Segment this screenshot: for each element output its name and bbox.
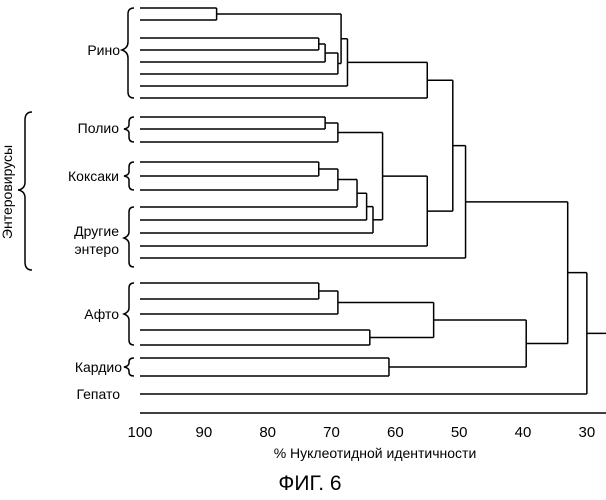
label-hepato: Гепато: [76, 386, 120, 402]
x-tick-label-30: 30: [579, 424, 596, 441]
brace-cardio: [123, 357, 135, 377]
x-axis-label: % Нуклеотидной идентичности: [274, 445, 477, 461]
x-axis-ticks: 100 90 80 70 60 50 40 30: [127, 424, 596, 441]
label-polio: Полио: [78, 120, 120, 136]
group-braces: [17, 7, 135, 377]
dendrogram-tree: [140, 7, 606, 395]
label-other-entero-line1: Другие: [74, 223, 119, 239]
brace-enteroviruses: [17, 111, 33, 271]
x-tick-label-40: 40: [515, 424, 532, 441]
label-other-entero-line2: энтеро: [75, 241, 120, 257]
label-aphtho: Афто: [84, 306, 119, 322]
x-tick-label-100: 100: [127, 424, 152, 441]
label-enteroviruses: Энтеровирусы: [0, 145, 15, 239]
x-axis: 100 90 80 70 60 50 40 30: [127, 412, 606, 441]
x-tick-label-80: 80: [259, 424, 276, 441]
brace-coxsackie: [123, 161, 135, 191]
brace-rhino: [119, 7, 135, 99]
label-coxsackie: Коксаки: [68, 168, 119, 184]
label-rhino: Рино: [87, 42, 120, 58]
x-tick-label-70: 70: [323, 424, 340, 441]
brace-aphtho: [121, 282, 135, 346]
x-tick-label-60: 60: [387, 424, 404, 441]
brace-polio: [123, 116, 135, 143]
brace-other-entero: [121, 206, 135, 268]
label-cardio: Кардио: [75, 359, 122, 375]
figure-caption: ФИГ. 6: [278, 472, 341, 495]
x-tick-label-50: 50: [451, 424, 468, 441]
x-tick-label-90: 90: [195, 424, 212, 441]
